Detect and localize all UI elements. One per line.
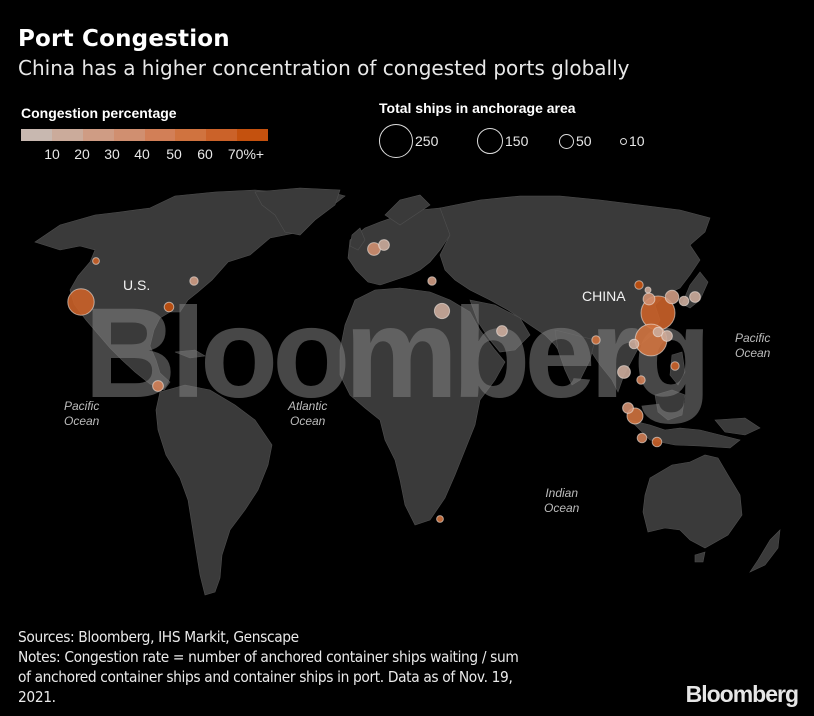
notes-text: Notes: Congestion rate = number of ancho… [18,648,519,666]
tick-label: 20 [74,146,90,162]
port-bubble [644,286,652,294]
color-stop [237,129,268,141]
india [554,329,596,386]
port-bubble [67,288,95,316]
port-bubble [591,335,601,345]
sources-text: Sources: Bloomberg, IHS Markit, Genscape [18,628,299,646]
port-bubble [661,330,673,342]
circle-icon [379,124,413,158]
port-bubble [433,302,451,320]
size-legend-label: 150 [505,133,529,149]
pacific-ocean-west-label: Pacific Ocean [64,399,99,429]
size-legend-item: 250 [379,124,438,158]
port-bubble [427,276,437,286]
congestion-color-scale [21,129,268,141]
port-bubble [634,280,644,290]
land-masses [35,187,781,596]
congestion-ticks: 10 20 30 40 50 60 70%+ [21,146,281,164]
tick-label: 10 [44,146,60,162]
ocean-label-line: Ocean [544,501,580,515]
pacific-ocean-east-label: Pacific Ocean [735,331,770,361]
size-legend-item: 150 [477,128,528,154]
tick-label: 40 [134,146,150,162]
notes-text: 2021. [18,688,56,706]
color-stop [144,129,176,141]
circle-icon [620,137,627,145]
port-bubble [678,295,690,307]
color-stop [113,129,145,141]
africa [339,287,506,526]
caribbean [174,349,206,359]
ocean-label-line: Ocean [64,414,100,428]
tasmania [694,551,706,563]
port-bubble [642,292,656,306]
ocean-label-line: Indian [545,486,579,500]
south-america [155,384,273,596]
port-bubble [152,380,164,392]
color-stop [206,129,238,141]
port-bubble [664,289,680,305]
congestion-legend: Congestion percentage 10 20 30 40 50 60 … [21,105,268,162]
port-bubble [689,291,701,303]
new-guinea [714,417,761,436]
port-bubble [163,301,175,313]
tick-label: 30 [104,146,120,162]
size-legend-label: 250 [415,133,439,149]
color-stop [51,129,83,141]
notes-text: of anchored container ships and containe… [18,668,513,686]
congestion-legend-title: Congestion percentage [21,105,177,121]
ocean-label-line: Atlantic [288,399,328,413]
color-stop [175,129,207,141]
port-bubble [652,326,664,338]
ocean-label-line: Pacific [735,331,771,345]
bloomberg-logo: Bloomberg [685,681,799,707]
port-bubble [622,402,634,414]
chart-subtitle: China has a higher concentration of cong… [18,56,630,80]
color-stop [21,129,52,141]
china-label: CHINA [582,288,626,304]
scandinavia [384,194,431,226]
ocean-label-line: Ocean [290,414,326,428]
ocean-label-line: Pacific [64,399,100,413]
circle-icon [559,133,574,149]
circle-icon [477,128,503,154]
atlantic-ocean-label: Atlantic Ocean [288,399,327,429]
indian-ocean-label: Indian Ocean [544,486,579,516]
tick-label: 50 [166,146,182,162]
us-label: U.S. [123,277,151,293]
port-bubble [636,432,648,444]
greenland [254,187,341,236]
port-bubble [496,325,508,337]
ships-legend-title: Total ships in anchorage area [379,100,576,116]
port-bubble [378,239,390,251]
port-bubble [617,365,631,379]
australia [642,454,743,549]
size-legend-label: 10 [629,133,645,149]
size-legend-label: 50 [576,133,592,149]
port-bubble [189,276,199,286]
uk [349,227,366,251]
size-legend-item: 50 [559,133,592,149]
port-bubble [92,257,100,265]
tick-label: 70%+ [227,146,265,162]
chart-title: Port Congestion [18,26,230,52]
borneo [654,389,686,421]
new-zealand [749,529,781,573]
port-bubble [651,436,663,448]
ocean-label-line: Ocean [735,346,771,360]
port-bubble [636,375,646,385]
port-bubble [436,515,444,523]
port-bubble [628,338,640,350]
port-bubble [670,361,680,371]
ships-size-legend: Total ships in anchorage area 250 150 50… [379,100,679,170]
footer-notes: Sources: Bloomberg, IHS Markit, Genscape… [18,627,616,707]
tick-label: 60 [197,146,213,162]
size-legend-item: 10 [620,133,645,149]
color-stop [82,129,114,141]
